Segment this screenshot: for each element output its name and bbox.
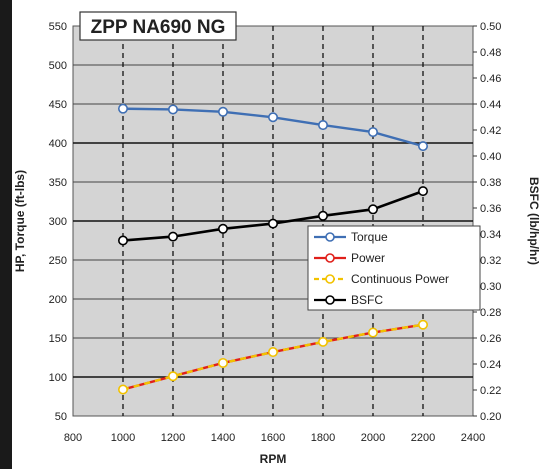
y2-tick-label: 0.36 xyxy=(480,203,501,215)
data-point-continuous-power xyxy=(218,357,229,368)
legend-label: Torque xyxy=(351,230,388,244)
x-tick-label: 1400 xyxy=(211,432,235,444)
y2-tick-label: 0.22 xyxy=(480,385,501,397)
y-tick-label: 350 xyxy=(49,177,67,189)
engine-performance-chart: 800 1000 1200 1400 1600 1800 2000 2200 2400 50 10… xyxy=(13,11,539,466)
series-layer xyxy=(118,103,428,395)
y2-tick-label: 0.32 xyxy=(480,255,501,267)
legend-swatch-marker xyxy=(325,274,335,284)
chart-title-box: ZPP NA690 NG xyxy=(79,11,237,41)
legend-label: Continuous Power xyxy=(351,272,449,286)
data-point-bsfc xyxy=(218,223,229,234)
y-tick-label: 250 xyxy=(49,255,67,267)
data-point-torque xyxy=(367,127,378,138)
legend-box xyxy=(307,225,481,311)
y2-tick-label: 0.38 xyxy=(480,177,501,189)
x-axis-label: RPM xyxy=(260,452,287,466)
y-tick-label: 500 xyxy=(49,60,67,72)
grid-lines xyxy=(73,26,473,416)
y-tick-label: 150 xyxy=(49,333,67,345)
data-point-continuous-power xyxy=(267,347,278,358)
data-point-torque xyxy=(417,141,428,152)
data-point-continuous-power xyxy=(367,327,378,338)
y-tick-label: 200 xyxy=(49,294,67,306)
x-tick-label: 1800 xyxy=(311,432,335,444)
y-tick-label: 300 xyxy=(49,216,67,228)
data-point-torque xyxy=(317,120,328,131)
chart-title: ZPP NA690 NG xyxy=(91,17,226,38)
y2-tick-label: 0.50 xyxy=(480,21,501,33)
y-axis-ticks: 50 100 150 200 250 300 350 400 450 500 550 xyxy=(49,21,67,423)
y2-tick-label: 0.28 xyxy=(480,307,501,319)
x-tick-label: 2000 xyxy=(361,432,385,444)
y2-tick-label: 0.40 xyxy=(480,151,501,163)
data-point-bsfc xyxy=(168,231,179,242)
y-tick-label: 400 xyxy=(49,138,67,150)
y-tick-label: 550 xyxy=(49,21,67,33)
data-point-continuous-power xyxy=(417,319,428,330)
y2-tick-label: 0.46 xyxy=(480,73,501,85)
y2-tick-label: 0.30 xyxy=(480,281,501,293)
legend: Torque Power Continuous Power BSFC xyxy=(307,225,481,311)
x-axis-ticks: 800 1000 1200 1400 1600 1800 2000 2200 2400 xyxy=(64,432,485,444)
x-tick-label: 1600 xyxy=(261,432,285,444)
y2-axis-ticks: 0.20 0.22 0.24 0.26 0.28 0.30 0.32 0.34 0.36 0.38… xyxy=(473,21,501,423)
x-tick-label: 800 xyxy=(64,432,82,444)
x-tick-label: 2400 xyxy=(461,432,485,444)
data-point-continuous-power xyxy=(168,371,179,382)
y2-tick-label: 0.34 xyxy=(480,229,501,241)
x-tick-label: 1200 xyxy=(161,432,185,444)
y-axis-label: HP, Torque (ft-lbs) xyxy=(13,170,27,272)
x-tick-label: 1000 xyxy=(111,432,135,444)
legend-swatch-marker xyxy=(325,295,335,305)
y2-tick-label: 0.48 xyxy=(480,47,501,59)
data-point-continuous-power xyxy=(118,384,129,395)
y2-tick-label: 0.44 xyxy=(480,99,501,111)
data-point-bsfc xyxy=(118,235,129,246)
y2-tick-label: 0.20 xyxy=(480,411,501,423)
legend-swatch-marker xyxy=(325,232,335,242)
y-tick-label: 450 xyxy=(49,99,67,111)
data-point-torque xyxy=(218,106,229,117)
y2-axis-label: BSFC (lb/hp/hr) xyxy=(527,177,539,265)
y2-tick-label: 0.24 xyxy=(480,359,501,371)
legend-label: BSFC xyxy=(351,293,383,307)
y2-tick-label: 0.26 xyxy=(480,333,501,345)
data-point-torque xyxy=(118,103,129,114)
data-point-continuous-power xyxy=(317,336,328,347)
data-point-torque xyxy=(168,104,179,115)
legend-label: Power xyxy=(351,251,385,265)
y2-tick-label: 0.42 xyxy=(480,125,501,137)
chart-frame: 800 1000 1200 1400 1600 1800 2000 2200 2400 50 10… xyxy=(12,0,539,469)
y-tick-label: 50 xyxy=(55,411,67,423)
data-point-torque xyxy=(267,112,278,123)
x-tick-label: 2200 xyxy=(411,432,435,444)
data-point-bsfc xyxy=(417,186,428,197)
data-point-bsfc xyxy=(317,210,328,221)
data-point-bsfc xyxy=(267,218,278,229)
y-tick-label: 100 xyxy=(49,372,67,384)
legend-swatch-marker xyxy=(325,253,335,263)
data-point-bsfc xyxy=(367,204,378,215)
